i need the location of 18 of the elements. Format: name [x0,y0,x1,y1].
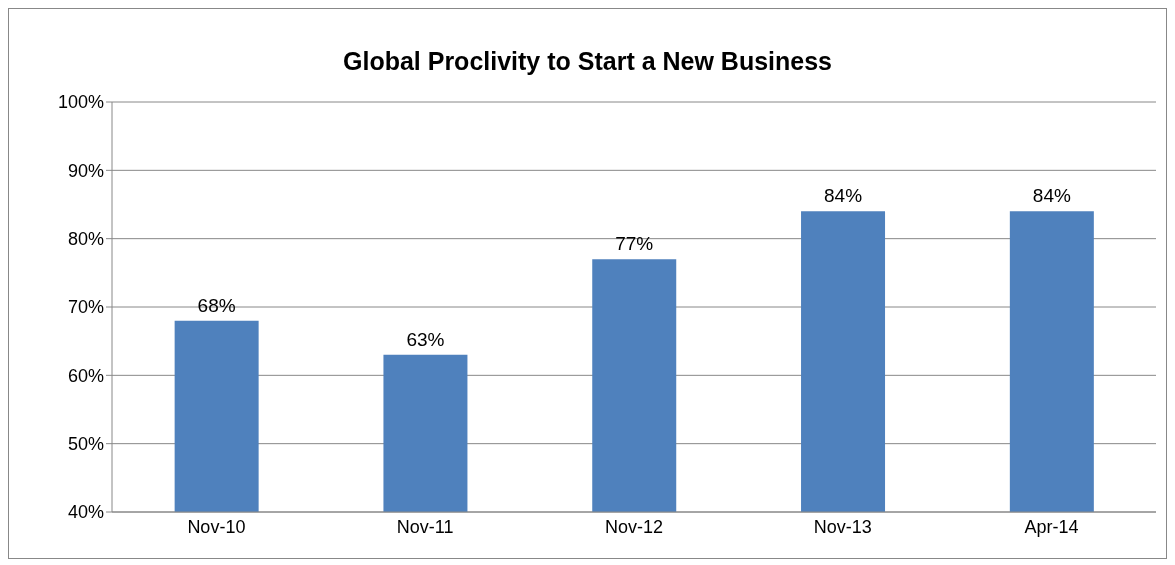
y-tick-label: 80% [67,229,104,250]
x-tick-label: Nov-12 [604,516,664,537]
data-label: 63% [406,328,445,350]
data-label: 68% [197,294,236,316]
data-label: 84% [1032,185,1071,207]
y-tick-label: 90% [67,160,104,181]
data-label: 77% [615,233,654,255]
y-tick-label: 50% [67,434,104,455]
y-tick-label: 60% [67,365,104,386]
x-tick-label: Nov-13 [813,516,872,537]
y-tick-label: 100% [57,92,104,113]
x-tick-label: Nov-10 [187,516,246,537]
y-tick-label: 40% [67,502,104,523]
x-tick-label: Nov-11 [396,516,454,537]
data-label: 84% [824,185,863,207]
chart-title: Global Proclivity to Start a New Business [342,47,833,76]
y-tick-label: 70% [67,297,104,318]
x-tick-label: Apr-14 [1024,516,1079,537]
